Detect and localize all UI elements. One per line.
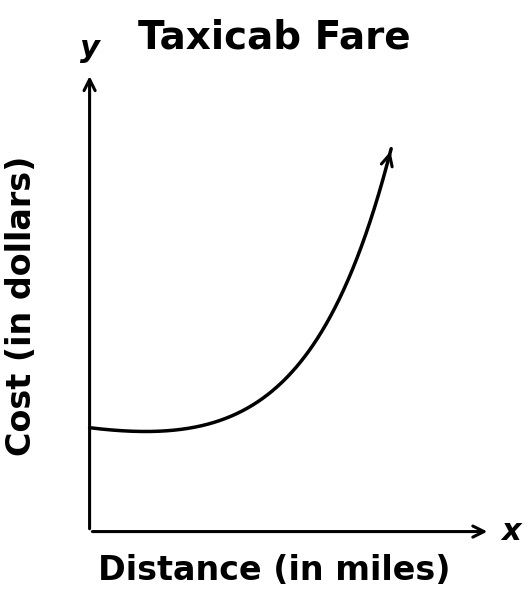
Text: x: x	[501, 517, 521, 546]
Text: y: y	[80, 34, 100, 64]
Text: Taxicab Fare: Taxicab Fare	[138, 18, 411, 56]
Text: Distance (in miles): Distance (in miles)	[98, 554, 450, 587]
Text: Cost (in dollars): Cost (in dollars)	[5, 155, 37, 456]
